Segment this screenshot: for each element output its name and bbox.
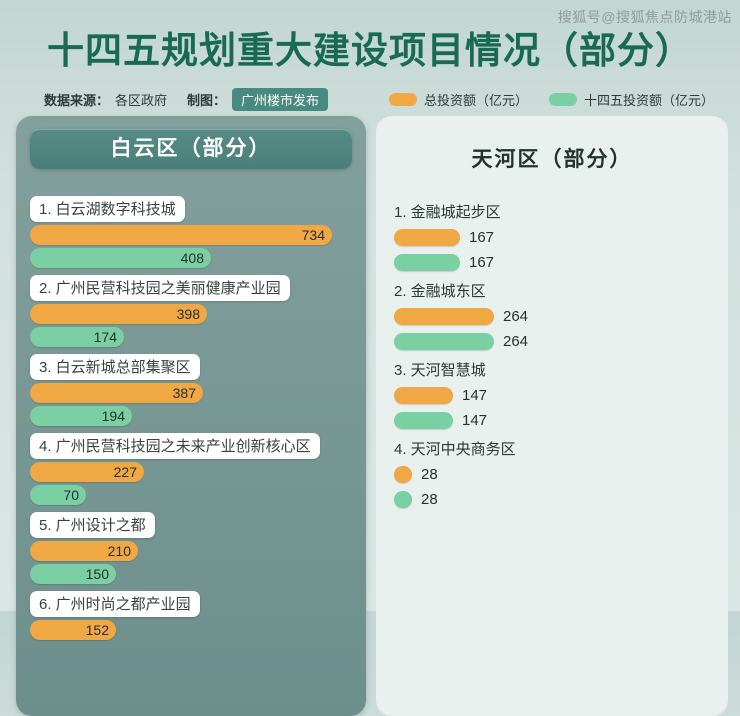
- plan-investment-bar-row: 147: [394, 412, 710, 429]
- bar-value: 408: [180, 250, 204, 266]
- bar-value: 167: [469, 254, 495, 271]
- panels-container: 白云区（部分） 1. 白云湖数字科技城 734 408 2. 广州民营科技园之美丽健康…: [16, 116, 728, 716]
- bar-value: 147: [462, 412, 488, 429]
- bar-value: 227: [113, 464, 137, 480]
- credit-label: 制图：: [187, 93, 227, 108]
- panel-tianhe-title: 天河区（部分）: [471, 148, 633, 171]
- bar-value: 167: [469, 229, 495, 246]
- plan-investment-bar: [394, 254, 460, 271]
- plan-investment-bar: [394, 491, 412, 508]
- total-investment-bar-row: 398: [30, 304, 352, 324]
- credit-value-badge: 广州楼市发布: [232, 88, 329, 111]
- bar-value: 152: [85, 622, 109, 638]
- bar-value: 150: [85, 566, 109, 582]
- plan-investment-bar: 70: [30, 485, 86, 505]
- total-investment-bar-row: 167: [394, 229, 710, 246]
- total-investment-bar-row: 28: [394, 466, 710, 483]
- project-item: 3. 天河智慧城 147 147: [394, 359, 710, 429]
- plan-investment-bar: 194: [30, 406, 132, 426]
- total-investment-bar-row: 387: [30, 383, 352, 403]
- project-item: 4. 广州民营科技园之未来产业创新核心区 227 70: [30, 433, 352, 505]
- total-investment-bar: 210: [30, 541, 138, 561]
- plan-investment-bar: [394, 333, 494, 350]
- watermark: 搜狐号@搜狐焦点防城港站: [557, 9, 732, 25]
- plan-investment-bar-row: 70: [30, 485, 352, 505]
- page-title: 十四五规划重大建设项目情况（部分）: [47, 30, 693, 71]
- bar-value: 210: [107, 543, 131, 559]
- bar-value: 398: [176, 306, 200, 322]
- bar-value: 194: [101, 408, 125, 424]
- bar-value: 147: [462, 387, 488, 404]
- total-investment-bar-row: 264: [394, 308, 710, 325]
- project-label: 3. 白云新城总部集聚区: [30, 354, 200, 380]
- total-investment-bar: 734: [30, 225, 332, 245]
- project-label: 5. 广州设计之都: [30, 512, 155, 538]
- bar-value: 174: [93, 329, 117, 345]
- legend-swatch-total-icon: [388, 93, 417, 106]
- legend-swatch-plan-icon: [548, 93, 577, 106]
- total-investment-bar: 398: [30, 304, 207, 324]
- total-investment-bar-row: 210: [30, 541, 352, 561]
- bar-value: 28: [421, 491, 438, 508]
- panel-tianhe: 天河区（部分） 1. 金融城起步区 167 167 2. 金融城东区 264 264 3. …: [376, 116, 728, 716]
- total-investment-bar-row: 147: [394, 387, 710, 404]
- project-item: 1. 白云湖数字科技城 734 408: [30, 196, 352, 268]
- project-label: 4. 天河中央商务区: [394, 441, 516, 458]
- bar-value: 28: [421, 466, 438, 483]
- bar-value: 387: [172, 385, 196, 401]
- total-investment-bar-row: 734: [30, 225, 352, 245]
- plan-investment-bar-row: 264: [394, 333, 710, 350]
- project-label: 4. 广州民营科技园之未来产业创新核心区: [30, 433, 320, 459]
- bar-value: 264: [503, 333, 529, 350]
- plan-investment-bar: 150: [30, 564, 116, 584]
- plan-investment-bar: 174: [30, 327, 124, 347]
- source-value: 各区政府: [115, 93, 168, 108]
- project-item: 4. 天河中央商务区 28 28: [394, 438, 710, 508]
- legend-label-total: 总投资额（亿元）: [423, 93, 528, 108]
- project-item: 6. 广州时尚之都产业园 152: [30, 591, 352, 640]
- plan-investment-bar-row: 194: [30, 406, 352, 426]
- source-label: 数据来源：: [44, 93, 110, 108]
- plan-investment-bar: 408: [30, 248, 211, 268]
- meta-row: 数据来源： 各区政府 制图： 广州楼市发布 总投资额（亿元） 十四五投资额（亿元…: [44, 88, 714, 111]
- project-label: 2. 广州民营科技园之美丽健康产业园: [30, 275, 290, 301]
- bar-value: 264: [503, 308, 529, 325]
- total-investment-bar: [394, 466, 412, 483]
- project-item: 5. 广州设计之都 210 150: [30, 512, 352, 584]
- project-label: 6. 广州时尚之都产业园: [30, 591, 200, 617]
- project-label: 1. 金融城起步区: [394, 204, 501, 221]
- plan-investment-bar-row: 408: [30, 248, 352, 268]
- project-item: 3. 白云新城总部集聚区 387 194: [30, 354, 352, 426]
- project-item: 2. 金融城东区 264 264: [394, 280, 710, 350]
- project-item: 1. 金融城起步区 167 167: [394, 201, 710, 271]
- plan-investment-bar-row: 150: [30, 564, 352, 584]
- total-investment-bar: 152: [30, 620, 116, 640]
- panel-baiyun: 白云区（部分） 1. 白云湖数字科技城 734 408 2. 广州民营科技园之美丽健康…: [16, 116, 366, 716]
- plan-investment-bar: [394, 412, 453, 429]
- total-investment-bar: 227: [30, 462, 144, 482]
- panel-baiyun-body: 1. 白云湖数字科技城 734 408 2. 广州民营科技园之美丽健康产业园 398 17…: [30, 196, 352, 640]
- total-investment-bar: 387: [30, 383, 203, 403]
- total-investment-bar-row: 152: [30, 620, 352, 640]
- total-investment-bar: [394, 387, 453, 404]
- plan-investment-bar-row: 167: [394, 254, 710, 271]
- legend: 总投资额（亿元） 十四五投资额（亿元）: [388, 90, 714, 109]
- total-investment-bar: [394, 308, 494, 325]
- plan-investment-bar-row: 28: [394, 491, 710, 508]
- project-label: 3. 天河智慧城: [394, 362, 486, 379]
- project-label: 1. 白云湖数字科技城: [30, 196, 185, 222]
- project-label: 2. 金融城东区: [394, 283, 486, 300]
- plan-investment-bar-row: 174: [30, 327, 352, 347]
- total-investment-bar: [394, 229, 460, 246]
- bar-value: 734: [301, 227, 325, 243]
- total-investment-bar-row: 227: [30, 462, 352, 482]
- panel-tianhe-body: 1. 金融城起步区 167 167 2. 金融城东区 264 264 3. 天河智慧城 147…: [394, 201, 710, 508]
- bar-value: 70: [63, 487, 79, 503]
- panel-baiyun-title: 白云区（部分）: [30, 129, 352, 169]
- project-item: 2. 广州民营科技园之美丽健康产业园 398 174: [30, 275, 352, 347]
- legend-label-plan: 十四五投资额（亿元）: [583, 93, 714, 108]
